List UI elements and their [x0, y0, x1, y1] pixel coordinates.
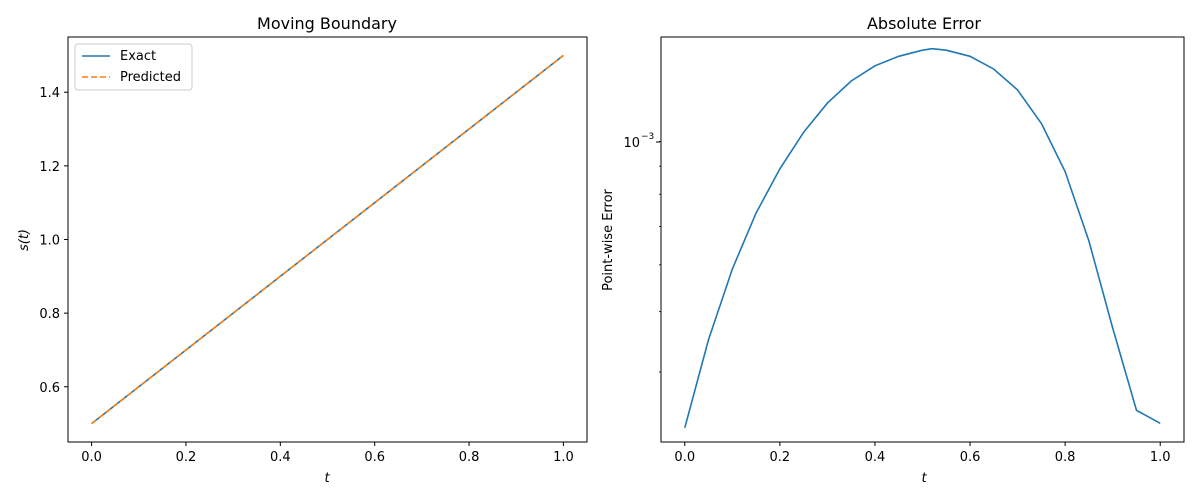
x-axis-label: t	[324, 471, 330, 486]
tick-group: 0.0 0.2 0.4 0.6 0.8 1.0	[659, 141, 1171, 465]
x-tick-label: 0.6	[364, 450, 385, 465]
legend-label-exact: Exact	[120, 49, 156, 64]
series-group	[684, 47, 1161, 429]
chart-title: Absolute Error	[867, 14, 981, 33]
series-line-error	[684, 47, 1161, 429]
panel-absolute-error: Absolute Error 0.0 0.2 0.4 0.6 0.8 1.0 10 −3 …	[601, 14, 1185, 486]
x-tick-label: 1.0	[553, 450, 574, 465]
plot-frame	[67, 36, 588, 443]
y-tick-label: 0.8	[39, 307, 60, 322]
y-tick-base: 10	[623, 136, 640, 151]
y-tick-label: 1.4	[39, 86, 60, 101]
x-tick-label: 0.2	[770, 450, 791, 465]
x-tick-label: 0.0	[674, 450, 695, 465]
legend-label-predicted: Predicted	[120, 70, 181, 85]
series-line-predicted	[91, 54, 564, 425]
x-tick-label: 0.6	[960, 450, 981, 465]
x-tick-label: 0.4	[270, 450, 291, 465]
x-tick-label: 0.8	[1055, 450, 1076, 465]
y-tick-label: 1.0	[39, 234, 60, 249]
y-tick-label: 1.2	[39, 160, 60, 175]
y-axis-label: Point-wise Error	[601, 188, 616, 290]
series-group	[91, 54, 564, 425]
x-tick-label: 0.2	[176, 450, 197, 465]
y-axis-label: s(t)	[17, 229, 32, 251]
panel-moving-boundary: Moving Boundary 0.0 0.2 0.4 0.6 0.8 1.0 0.6 0.8…	[17, 14, 588, 486]
x-tick-label: 1.0	[1150, 450, 1171, 465]
plot-frame	[660, 36, 1185, 443]
y-tick-1e-3: 10 −3	[623, 132, 660, 151]
y-tick-label: 0.6	[39, 381, 60, 396]
tick-group: 0.0 0.2 0.4 0.6 0.8 1.0 0.6 0.8 1.0 1.2 1.4	[39, 86, 573, 465]
x-axis-label: t	[921, 471, 927, 486]
legend: Exact Predicted	[74, 43, 193, 91]
y-tick-exponent: −3	[641, 132, 654, 142]
x-tick-label: 0.0	[81, 450, 102, 465]
x-tick-label: 0.8	[459, 450, 480, 465]
chart-title: Moving Boundary	[257, 14, 397, 33]
x-tick-label: 0.4	[865, 450, 886, 465]
